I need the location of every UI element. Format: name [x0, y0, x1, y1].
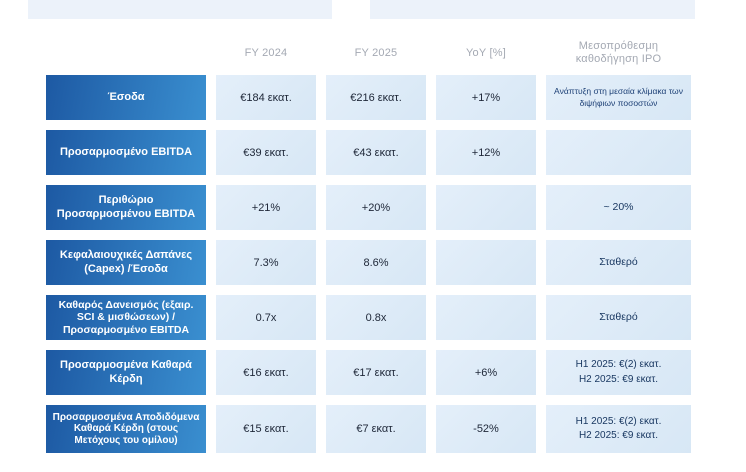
column-header-yoy: YoY [%]: [466, 46, 506, 59]
top-accent-bar-left: [28, 0, 332, 19]
row-label: Προσαρμοσμένα Καθαρά Κέρδη: [46, 350, 206, 395]
cell-fy2025: 0.8x: [326, 295, 426, 340]
row-label: Έσοδα: [46, 75, 206, 120]
table-row-net-debt-to-ebitda: Καθαρός Δανεισμός (εξαιρ. SCI & μισθώσεω…: [46, 295, 691, 340]
cell-guidance: H1 2025: €(2) εκατ. H2 2025: €9 εκατ.: [546, 405, 691, 453]
table-row-adjusted-net-profit: Προσαρμοσμένα Καθαρά Κέρδη €16 εκατ. €17…: [46, 350, 691, 395]
row-label: Καθαρός Δανεισμός (εξαιρ. SCI & μισθώσεω…: [46, 295, 206, 340]
cell-fy2025: €216 εκατ.: [326, 75, 426, 120]
table-row-revenue: Έσοδα €184 εκατ. €216 εκατ. +17% Ανάπτυξ…: [46, 75, 691, 120]
column-header-guidance: Μεσοπρόθεσμη καθοδήγηση IPO: [575, 40, 662, 66]
table-body: Έσοδα €184 εκατ. €216 εκατ. +17% Ανάπτυξ…: [46, 75, 691, 463]
cell-yoy: +12%: [436, 130, 536, 175]
row-label: Κεφαλαιουχικές Δαπάνες (Capex) /Έσοδα: [46, 240, 206, 285]
cell-yoy: [436, 185, 536, 230]
cell-yoy: [436, 240, 536, 285]
cell-guidance: ~ 20%: [546, 185, 691, 230]
table-row-attributable-net-profit: Προσαρμοσμένα Αποδιδόμενα Καθαρά Κέρδη (…: [46, 405, 691, 453]
cell-fy2024: €15 εκατ.: [216, 405, 316, 453]
column-header-row: FY 2024 FY 2025 YoY [%] Μεσοπρόθεσμη καθ…: [46, 40, 691, 66]
column-header-fy2024: FY 2024: [244, 46, 288, 59]
cell-fy2024: €39 εκατ.: [216, 130, 316, 175]
cell-guidance: Ανάπτυξη στη μεσαία κλίμακα των διψήφιων…: [546, 75, 691, 120]
cell-yoy: [436, 295, 536, 340]
row-label: Προσαρμοσμένα Αποδιδόμενα Καθαρά Κέρδη (…: [46, 405, 206, 453]
row-label: Περιθώριο Προσαρμοσμένου EBITDA: [46, 185, 206, 230]
top-accent-bar-right: [370, 0, 695, 19]
cell-fy2024: €16 εκατ.: [216, 350, 316, 395]
cell-fy2025: €43 εκατ.: [326, 130, 426, 175]
cell-fy2025: +20%: [326, 185, 426, 230]
cell-fy2024: +21%: [216, 185, 316, 230]
cell-guidance: Σταθερό: [546, 240, 691, 285]
cell-yoy: +17%: [436, 75, 536, 120]
cell-yoy: -52%: [436, 405, 536, 453]
cell-guidance: Σταθερό: [546, 295, 691, 340]
cell-fy2025: €17 εκατ.: [326, 350, 426, 395]
cell-yoy: +6%: [436, 350, 536, 395]
cell-fy2025: 8.6%: [326, 240, 426, 285]
table-row-capex-to-revenue: Κεφαλαιουχικές Δαπάνες (Capex) /Έσοδα 7.…: [46, 240, 691, 285]
cell-fy2024: 7.3%: [216, 240, 316, 285]
table-row-adjusted-ebitda: Προσαρμοσμένο EBITDA €39 εκατ. €43 εκατ.…: [46, 130, 691, 175]
cell-fy2024: €184 εκατ.: [216, 75, 316, 120]
cell-guidance: [546, 130, 691, 175]
cell-fy2024: 0.7x: [216, 295, 316, 340]
cell-guidance: H1 2025: €(2) εκατ. H2 2025: €9 εκατ.: [546, 350, 691, 395]
column-header-fy2025: FY 2025: [354, 46, 398, 59]
cell-fy2025: €7 εκατ.: [326, 405, 426, 453]
table-row-ebitda-margin: Περιθώριο Προσαρμοσμένου EBITDA +21% +20…: [46, 185, 691, 230]
row-label: Προσαρμοσμένο EBITDA: [46, 130, 206, 175]
